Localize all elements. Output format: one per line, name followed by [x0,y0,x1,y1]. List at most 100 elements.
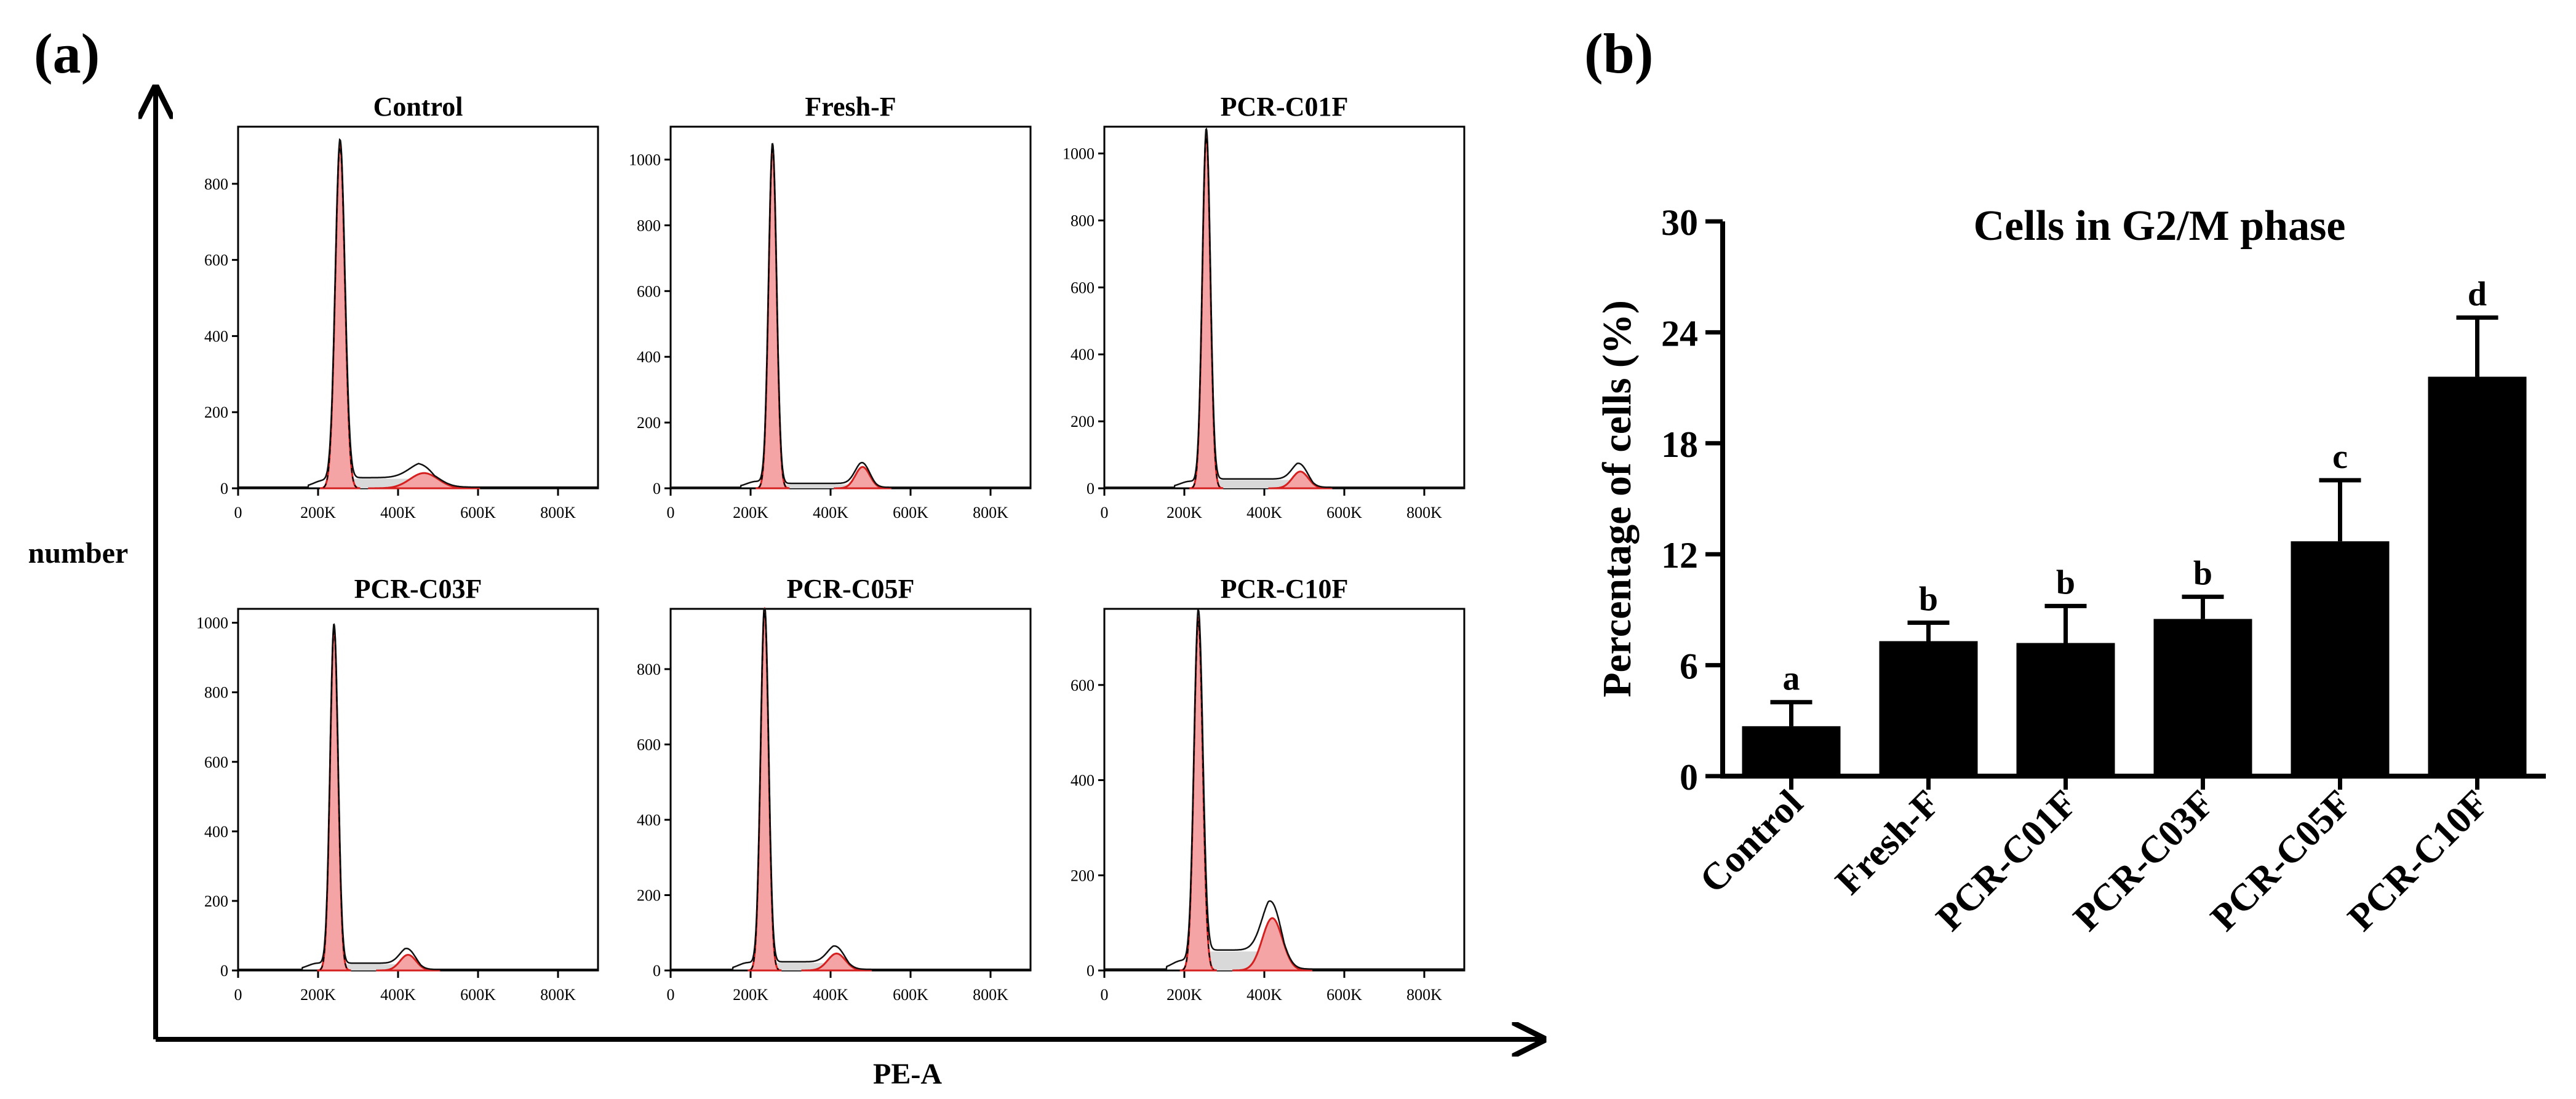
histogram-y-tick-label: 1000 [196,614,228,632]
histogram-y-tick-label: 400 [1071,346,1095,363]
histogram-x-tick-label: 600K [1326,986,1362,1004]
histogram-x-tick-label: 0 [667,986,675,1004]
histogram-y-tick-label: 800 [637,216,661,234]
histogram-x-tick-label: 600K [893,504,928,522]
category-label: PCR-C01F [1928,782,2085,939]
histogram-y-tick-label: 1000 [629,151,661,169]
histogram-title: Fresh-F [805,92,896,122]
bar-chart-y-tick-label: 0 [1680,757,1698,798]
category-label: PCR-C10F [2340,782,2497,939]
histogram-y-tick-label: 200 [1071,413,1095,430]
histogram-title: PCR-C03F [354,574,482,604]
panel-a-label: (a) [34,22,100,85]
histogram-x-tick-label: 800K [1406,504,1442,522]
bar-chart-y-tick-label: 30 [1661,202,1698,243]
bar [1879,641,1978,776]
histogram-y-tick-label: 0 [220,480,228,498]
g2-peak [376,954,441,972]
histogram-y-tick-label: 600 [204,252,228,269]
histogram-y-tick-label: 800 [1071,212,1095,229]
histogram-envelope [671,608,1031,970]
histogram-x-tick-label: 800K [540,504,576,522]
histogram-y-tick-label: 200 [637,887,661,905]
histogram-title: PCR-C10F [1221,574,1349,604]
g1-fit-curve [1182,621,1214,970]
histogram-title: PCR-C05F [787,574,915,604]
histogram-x-tick-label: 800K [540,986,576,1004]
bar-chart-y-tick-label: 12 [1661,535,1698,576]
histogram-frame [669,608,1032,972]
bar [1742,726,1841,776]
histogram-x-tick-label: 600K [460,986,496,1004]
histogram-fresh-f: Fresh-F 0 200 400 600 800 1000 0 200K 400K 600K 800… [629,92,1032,522]
histogram-y-tick-label: 200 [204,403,228,421]
histogram-x-tick-label: 800K [973,986,1008,1004]
bar-chart-y-tick-label: 18 [1661,424,1698,465]
histogram-x-tick-label: 200K [300,504,336,522]
histogram-y-tick-label: 600 [204,753,228,771]
bar-group-control: a Control [1692,660,1841,901]
bar-chart: Cells in G2/M phase Percentage of cells (… [1595,202,2546,939]
histogram-frame [1103,608,1465,972]
histogram-x-tick-label: 0 [1101,986,1109,1004]
histogram-x-tick-label: 0 [234,986,242,1004]
g2-peak [1232,917,1312,972]
histogram-y-tick-label: 600 [637,282,661,300]
histogram-envelope [238,623,598,970]
g2-peak [368,472,481,490]
histogram-x-tick-label: 400K [1246,504,1282,522]
histogram-y-tick-label: 800 [204,684,228,702]
histogram-y-tick-label: 600 [1071,676,1095,694]
histogram-x-tick-label: 400K [1246,986,1282,1004]
histogram-y-tick-label: 600 [637,736,661,754]
significance-letter: b [2193,554,2212,592]
histogram-title: PCR-C01F [1221,92,1349,122]
histogram-x-tick-label: 200K [1166,986,1202,1004]
histogram-x-tick-label: 400K [813,986,848,1004]
histogram-envelope [671,143,1031,488]
histogram-y-tick-label: 0 [1087,480,1095,498]
category-label: Fresh-F [1828,782,1948,903]
histogram-y-tick-label: 1000 [1063,145,1095,163]
bar-chart-title: Cells in G2/M phase [1974,202,2346,250]
histogram-y-tick-label: 600 [1071,279,1095,296]
histogram-y-tick-label: 800 [204,175,228,193]
histogram-y-tick-label: 400 [204,823,228,841]
category-label: PCR-C05F [2203,782,2359,939]
histogram-y-tick-label: 0 [1087,962,1095,980]
histogram-envelope [238,138,598,488]
bar [2153,619,2252,776]
histogram-title: Control [373,92,463,122]
category-label: Control [1692,782,1811,901]
histogram-x-tick-label: 200K [1166,504,1202,522]
histogram-y-tick-label: 800 [637,661,661,678]
panel-a-x-axis-label: PE-A [873,1058,942,1090]
g1-fit-curve [758,148,788,488]
bar-chart-y-tick-label: 6 [1680,646,1698,687]
histogram-y-tick-label: 400 [1071,772,1095,790]
significance-letter: c [2332,438,2348,476]
histogram-x-tick-label: 200K [300,986,336,1004]
histogram-control: Control 0 200 400 600 800 0 200K 400K 600K 800K [204,92,599,522]
bar [2291,541,2390,776]
g1-fit-curve [319,630,349,970]
histogram-y-tick-label: 0 [653,480,661,498]
histogram-y-tick-label: 400 [637,348,661,366]
histogram-pcr-c05f: PCR-C05F 0 200 400 600 800 0 200K 400K 600K 800K [637,574,1032,1004]
histogram-x-tick-label: 400K [380,504,416,522]
histogram-envelope [1104,127,1464,488]
histogram-x-tick-label: 600K [460,504,496,522]
histogram-y-tick-label: 0 [653,962,661,980]
bar [2016,643,2115,776]
histogram-pcr-c01f: PCR-C01F 0 200 400 600 800 1000 0 200K 400K 600K 80… [1063,92,1465,522]
histogram-envelope [1104,609,1464,970]
histogram-y-tick-label: 200 [1071,867,1095,884]
histogram-y-tick-label: 400 [204,327,228,345]
histogram-x-tick-label: 600K [1326,504,1362,522]
bar [2428,376,2527,776]
bar-chart-y-tick-label: 24 [1661,313,1698,354]
panel-a-y-axis-label: number [28,537,129,569]
histogram-frame [237,608,599,972]
g2-peak [801,952,872,972]
histogram-x-tick-label: 800K [973,504,1008,522]
